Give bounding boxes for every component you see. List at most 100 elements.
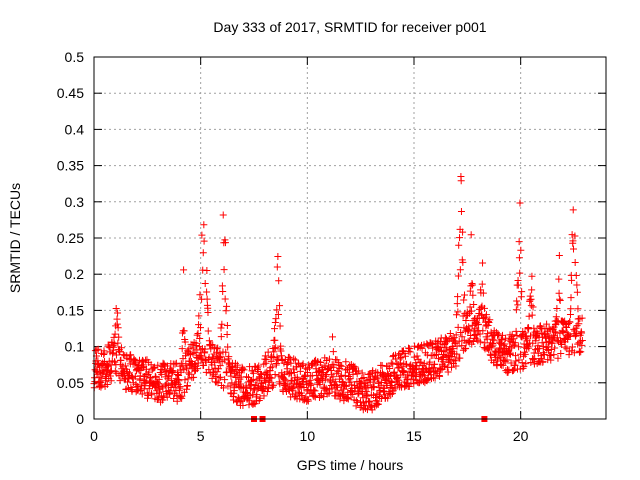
data-point xyxy=(275,277,283,285)
data-point xyxy=(169,367,177,375)
data-point xyxy=(194,329,202,337)
data-point xyxy=(539,358,547,366)
data-point xyxy=(267,352,275,360)
data-point xyxy=(561,343,569,351)
data-point xyxy=(440,362,448,370)
data-point xyxy=(173,397,181,405)
data-point xyxy=(474,320,482,328)
data-point xyxy=(515,238,523,246)
data-point xyxy=(164,372,172,380)
data-point xyxy=(576,348,584,356)
data-point xyxy=(577,348,585,356)
y-tick-label: 0.4 xyxy=(65,121,85,137)
data-point xyxy=(151,372,159,380)
y-tick-label: 0.25 xyxy=(57,230,84,246)
data-point xyxy=(190,361,198,369)
data-point xyxy=(514,301,522,309)
data-point xyxy=(413,352,421,360)
data-point xyxy=(573,281,581,289)
data-point xyxy=(256,394,264,402)
data-point xyxy=(369,367,377,375)
data-point xyxy=(496,345,504,353)
data-point xyxy=(269,383,277,391)
data-point xyxy=(439,358,447,366)
data-point xyxy=(499,331,507,339)
data-point xyxy=(420,359,428,367)
data-point xyxy=(508,331,516,339)
data-point xyxy=(162,368,170,376)
data-point xyxy=(185,369,193,377)
data-point xyxy=(208,374,216,382)
data-point xyxy=(261,352,269,360)
data-point xyxy=(149,364,157,372)
data-point xyxy=(370,383,378,391)
data-point xyxy=(547,346,555,354)
data-point xyxy=(212,378,220,386)
data-point xyxy=(304,397,312,405)
data-point xyxy=(453,350,461,358)
data-point xyxy=(201,280,209,288)
data-point xyxy=(550,351,558,359)
data-point xyxy=(270,348,278,356)
grid-lines xyxy=(94,57,606,419)
data-point xyxy=(294,376,302,384)
data-point xyxy=(103,381,111,389)
data-point xyxy=(459,228,467,236)
data-point xyxy=(484,318,492,326)
data-point xyxy=(283,365,291,373)
data-point xyxy=(276,322,284,330)
y-tick-label: 0 xyxy=(76,411,84,427)
data-point xyxy=(239,402,247,410)
data-point xyxy=(490,359,498,367)
data-point xyxy=(466,287,474,295)
data-point xyxy=(304,395,312,403)
data-point xyxy=(566,318,574,326)
data-point xyxy=(472,335,480,343)
data-point xyxy=(495,347,503,355)
data-point xyxy=(94,357,102,365)
data-point xyxy=(243,389,251,397)
data-point xyxy=(298,391,306,399)
data-point xyxy=(291,356,299,364)
data-point xyxy=(578,314,586,322)
data-point xyxy=(221,376,229,384)
data-point xyxy=(322,372,330,380)
data-point xyxy=(510,335,518,343)
data-point xyxy=(498,335,506,343)
data-point xyxy=(518,288,526,296)
data-point xyxy=(470,301,478,309)
data-point xyxy=(527,302,535,310)
data-point xyxy=(195,312,203,320)
data-point xyxy=(320,383,328,391)
data-point xyxy=(273,263,281,271)
data-point xyxy=(218,320,226,328)
x-tick-label: 0 xyxy=(90,428,98,444)
data-point xyxy=(456,354,464,362)
data-point xyxy=(320,393,328,401)
data-point xyxy=(196,291,204,299)
data-point xyxy=(290,369,298,377)
data-point xyxy=(328,385,336,393)
data-point xyxy=(557,339,565,347)
data-point xyxy=(203,288,211,296)
data-point xyxy=(205,366,213,374)
data-point xyxy=(277,352,285,360)
data-point xyxy=(223,322,231,330)
data-point xyxy=(342,382,350,390)
data-point xyxy=(396,359,404,367)
data-point xyxy=(578,336,586,344)
data-point xyxy=(373,397,381,405)
data-point xyxy=(458,333,466,341)
data-point xyxy=(115,333,123,341)
data-point xyxy=(378,362,386,370)
data-point xyxy=(484,330,492,338)
data-point xyxy=(345,368,353,376)
data-point xyxy=(183,382,191,390)
data-point xyxy=(269,354,277,362)
data-point xyxy=(455,337,463,345)
x-tick-label: 15 xyxy=(406,428,422,444)
data-point xyxy=(494,330,502,338)
data-point xyxy=(230,387,238,395)
